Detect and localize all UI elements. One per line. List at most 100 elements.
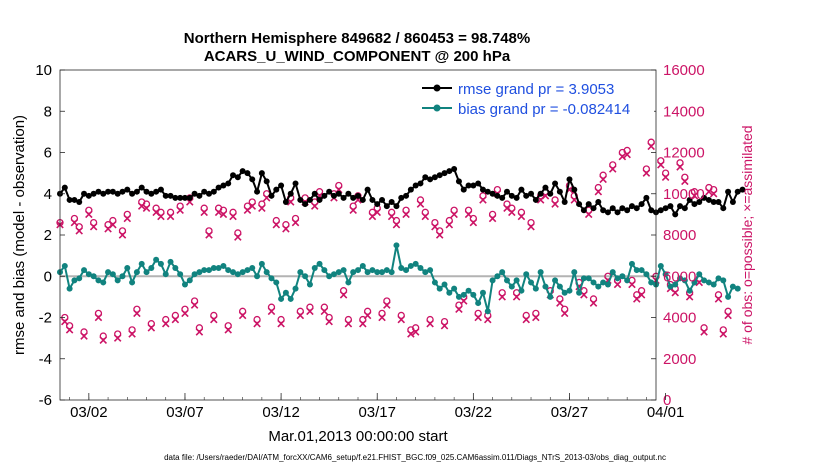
obs-assimilated-marker (392, 220, 401, 229)
obs-assimilated-marker (714, 295, 723, 303)
rmse-point (196, 192, 203, 199)
rmse-point (499, 194, 506, 201)
rmse-point (157, 186, 164, 193)
rmse-point (715, 199, 722, 205)
rmse-point (148, 190, 155, 197)
rmse-point (61, 184, 68, 191)
y-axis-label: rmse and bias (model - observation) (11, 115, 28, 355)
rmse-point (648, 207, 655, 214)
bias-point (720, 277, 727, 284)
bias-point (494, 273, 501, 280)
rmse-point (513, 194, 520, 201)
rmse-point (119, 188, 126, 195)
bias-point (725, 293, 732, 300)
bias-point (489, 277, 496, 284)
rmse-point (393, 203, 400, 210)
obs-assimilated-marker (229, 212, 237, 221)
rmse-point (494, 192, 501, 199)
obs-assimilated-marker (676, 163, 684, 171)
legend-rmse-label: rmse grand pr = 3.9053 (458, 81, 614, 98)
obs-assimilated-marker (359, 319, 367, 328)
rmse-point (215, 184, 222, 191)
obs-assimilated-marker (89, 222, 98, 231)
rmse-point (686, 196, 693, 203)
y-right-tick-label: 14000 (663, 103, 705, 120)
obs-assimilated-marker (551, 200, 559, 208)
bias-point (398, 265, 405, 271)
bias-point (537, 269, 544, 276)
obs-assimilated-marker (440, 321, 449, 330)
rmse-point (388, 199, 395, 205)
rmse-point (600, 207, 607, 214)
bias-point (100, 279, 107, 286)
obs-assimilated-marker (306, 307, 314, 316)
rmse-point (206, 190, 212, 197)
rmse-point (576, 201, 583, 208)
bias-point (614, 275, 621, 282)
obs-assimilated-marker (488, 214, 497, 223)
bias-point (600, 279, 607, 286)
rmse-point (345, 190, 352, 197)
obs-assimilated-marker (527, 222, 535, 231)
obs-assimilated-marker (474, 313, 482, 322)
bias-point (532, 285, 539, 292)
rmse-point (619, 205, 626, 212)
obs-assimilated-marker (426, 319, 434, 328)
rmse-point (311, 190, 318, 197)
rmse-point (71, 196, 78, 203)
obs-assimilated-marker (608, 165, 617, 173)
rmse-point (672, 211, 679, 218)
obs-assimilated-marker (469, 218, 478, 227)
rmse-point (383, 203, 390, 210)
obs-assimilated-marker (325, 317, 333, 326)
rmse-point (234, 174, 241, 181)
bias-point (460, 291, 467, 298)
bias-point (148, 265, 155, 271)
bias-point (254, 273, 261, 280)
bias-point (263, 269, 270, 276)
obs-assimilated-marker (166, 212, 175, 221)
bias-point (542, 283, 549, 290)
bias-point (619, 273, 626, 280)
x-tick-label: 03/02 (70, 404, 108, 421)
rmse-point (701, 194, 708, 201)
bias-point (427, 267, 434, 274)
obs-assimilated-marker (181, 309, 189, 318)
bias-point (340, 267, 347, 274)
rmse-point (427, 176, 434, 183)
obs-assimilated-marker (464, 210, 473, 219)
rmse-point (153, 188, 160, 195)
rmse-point (604, 209, 611, 216)
obs-assimilated-marker (459, 297, 468, 305)
bias-point (571, 269, 578, 276)
y-right-tick-label: 12000 (663, 145, 705, 162)
bias-point (129, 279, 136, 286)
rmse-point (455, 178, 462, 185)
rmse-point (297, 196, 304, 203)
x-tick-label: 03/12 (262, 404, 300, 421)
bias-point (66, 285, 73, 292)
y-right-tick-label: 4000 (663, 310, 696, 327)
bias-point (61, 262, 68, 269)
rmse-point (633, 205, 640, 212)
obs-assimilated-marker (277, 319, 285, 328)
data-file-footnote: data file: /Users/raeder/DAI/ATM_forcXX/… (164, 453, 666, 462)
rmse-point (100, 190, 107, 197)
bias-point (465, 287, 472, 294)
bias-point (576, 289, 583, 296)
rmse-point (417, 180, 424, 187)
obs-assimilated-marker (286, 198, 295, 206)
obs-assimilated-marker (421, 212, 430, 221)
obs-assimilated-marker (190, 301, 199, 309)
bias-point (686, 287, 693, 294)
bias-point (696, 271, 703, 278)
rmse-point (95, 188, 102, 195)
obs-assimilated-marker (599, 175, 607, 184)
obs-assimilated-marker (210, 315, 218, 324)
rmse-point (398, 194, 405, 201)
obs-assimilated-marker (99, 336, 108, 344)
obs-assimilated-marker (661, 173, 670, 182)
legend-bias-label: bias grand pr = -0.082414 (458, 101, 630, 118)
obs-assimilated-marker (85, 210, 93, 219)
obs-assimilated-marker (402, 210, 410, 219)
